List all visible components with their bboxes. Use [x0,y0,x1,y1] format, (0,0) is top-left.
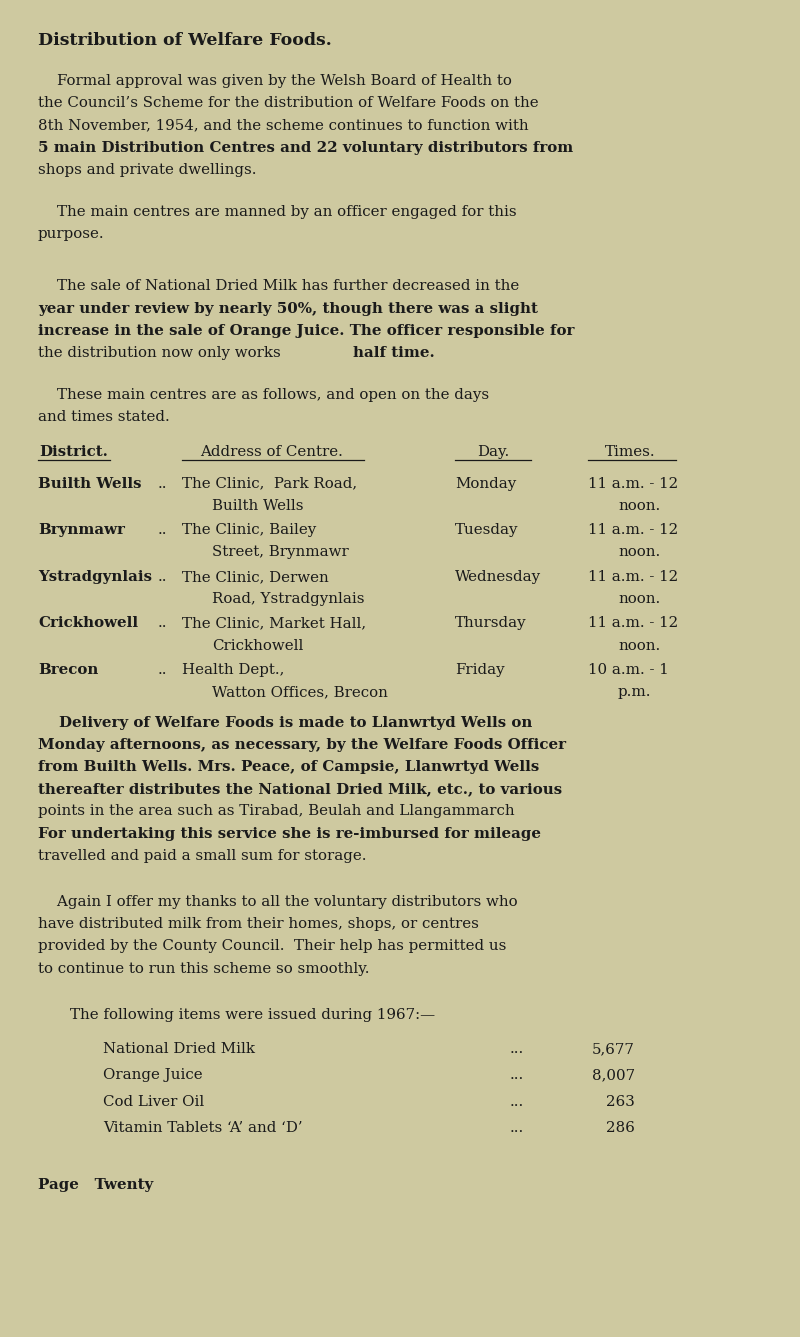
Text: year under review by nearly 50%, though there was a slight: year under review by nearly 50%, though … [38,302,538,316]
Text: Page   Twenty: Page Twenty [38,1178,154,1191]
Text: Builth Wells: Builth Wells [212,499,303,513]
Text: from Builth Wells. Mrs. Peace, of Campsie, Llanwrtyd Wells: from Builth Wells. Mrs. Peace, of Campsi… [38,761,539,774]
Text: ..: .. [158,616,167,631]
Text: Vitamin Tablets ‘A’ and ‘D’: Vitamin Tablets ‘A’ and ‘D’ [103,1122,302,1135]
Text: ..: .. [158,570,167,584]
Text: These main centres are as follows, and open on the days: These main centres are as follows, and o… [38,388,489,402]
Text: Times.: Times. [605,445,655,459]
Text: Brecon: Brecon [38,663,98,677]
Text: District.: District. [39,445,109,459]
Text: travelled and paid a small sum for storage.: travelled and paid a small sum for stora… [38,849,366,862]
Text: noon.: noon. [618,592,660,606]
Text: increase in the sale of Orange Juice. The officer responsible for: increase in the sale of Orange Juice. Th… [38,324,574,338]
Text: Road, Ystradgynlais: Road, Ystradgynlais [212,592,365,606]
Text: Crickhowell: Crickhowell [38,616,138,631]
Text: thereafter distributes the National Dried Milk, etc., to various: thereafter distributes the National Drie… [38,782,562,797]
Text: 5,677: 5,677 [592,1042,635,1056]
Text: Day.: Day. [477,445,509,459]
Text: The Clinic, Bailey: The Clinic, Bailey [182,523,316,537]
Text: points in the area such as Tirabad, Beulah and Llangammarch: points in the area such as Tirabad, Beul… [38,805,514,818]
Text: Street, Brynmawr: Street, Brynmawr [212,545,349,559]
Text: provided by the County Council.  Their help has permitted us: provided by the County Council. Their he… [38,940,506,953]
Text: The Clinic, Market Hall,: The Clinic, Market Hall, [182,616,366,631]
Text: The Clinic,  Park Road,: The Clinic, Park Road, [182,476,357,491]
Text: to continue to run this scheme so smoothly.: to continue to run this scheme so smooth… [38,961,370,976]
Text: 11 a.m. - 12: 11 a.m. - 12 [588,616,678,631]
Text: 8th November, 1954, and the scheme continues to function with: 8th November, 1954, and the scheme conti… [38,119,529,132]
Text: The Clinic, Derwen: The Clinic, Derwen [182,570,329,584]
Text: 11 a.m. - 12: 11 a.m. - 12 [588,476,678,491]
Text: Thursday: Thursday [455,616,526,631]
Text: 263: 263 [606,1095,635,1108]
Text: Health Dept.,: Health Dept., [182,663,284,677]
Text: Distribution of Welfare Foods.: Distribution of Welfare Foods. [38,32,332,49]
Text: the Council’s Scheme for the distribution of Welfare Foods on the: the Council’s Scheme for the distributio… [38,96,538,110]
Text: The following items were issued during 1967:—: The following items were issued during 1… [70,1008,435,1021]
Text: Crickhowell: Crickhowell [212,639,303,652]
Text: half time.: half time. [353,346,434,360]
Text: 11 a.m. - 12: 11 a.m. - 12 [588,570,678,584]
Text: Formal approval was given by the Welsh Board of Health to: Formal approval was given by the Welsh B… [38,74,512,88]
Text: Address of Centre.: Address of Centre. [201,445,343,459]
Text: ..: .. [158,523,167,537]
Text: shops and private dwellings.: shops and private dwellings. [38,163,257,176]
Text: Friday: Friday [455,663,505,677]
Text: Delivery of Welfare Foods is made to Llanwrtyd Wells on: Delivery of Welfare Foods is made to Lla… [38,715,532,730]
Text: and times stated.: and times stated. [38,410,170,424]
Text: Again I offer my thanks to all the voluntary distributors who: Again I offer my thanks to all the volun… [38,894,518,909]
Text: 8,007: 8,007 [592,1068,635,1083]
Text: 5 main Distribution Centres and 22 voluntary distributors from: 5 main Distribution Centres and 22 volun… [38,140,574,155]
Text: The sale of National Dried Milk has further decreased in the: The sale of National Dried Milk has furt… [38,279,519,293]
Text: ..: .. [158,663,167,677]
Text: National Dried Milk: National Dried Milk [103,1042,255,1056]
Text: noon.: noon. [618,499,660,513]
Text: Brynmawr: Brynmawr [38,523,125,537]
Text: noon.: noon. [618,639,660,652]
Text: the distribution now only works: the distribution now only works [38,346,286,360]
Text: ...: ... [510,1095,524,1108]
Text: ...: ... [510,1122,524,1135]
Text: Monday: Monday [455,476,516,491]
Text: Builth Wells: Builth Wells [38,476,142,491]
Text: ..: .. [158,476,167,491]
Text: ...: ... [510,1068,524,1083]
Text: 10 a.m. - 1: 10 a.m. - 1 [588,663,669,677]
Text: Wednesday: Wednesday [455,570,541,584]
Text: Watton Offices, Brecon: Watton Offices, Brecon [212,686,388,699]
Text: ...: ... [510,1042,524,1056]
Text: 11 a.m. - 12: 11 a.m. - 12 [588,523,678,537]
Text: p.m.: p.m. [618,686,651,699]
Text: purpose.: purpose. [38,227,105,241]
Text: Cod Liver Oil: Cod Liver Oil [103,1095,204,1108]
Text: noon.: noon. [618,545,660,559]
Text: have distributed milk from their homes, shops, or centres: have distributed milk from their homes, … [38,917,479,932]
Text: Ystradgynlais: Ystradgynlais [38,570,152,584]
Text: Monday afternoons, as necessary, by the Welfare Foods Officer: Monday afternoons, as necessary, by the … [38,738,566,751]
Text: The main centres are manned by an officer engaged for this: The main centres are manned by an office… [38,205,517,219]
Text: 286: 286 [606,1122,635,1135]
Text: Orange Juice: Orange Juice [103,1068,202,1083]
Text: Tuesday: Tuesday [455,523,518,537]
Text: For undertaking this service she is re-imbursed for mileage: For undertaking this service she is re-i… [38,826,541,841]
